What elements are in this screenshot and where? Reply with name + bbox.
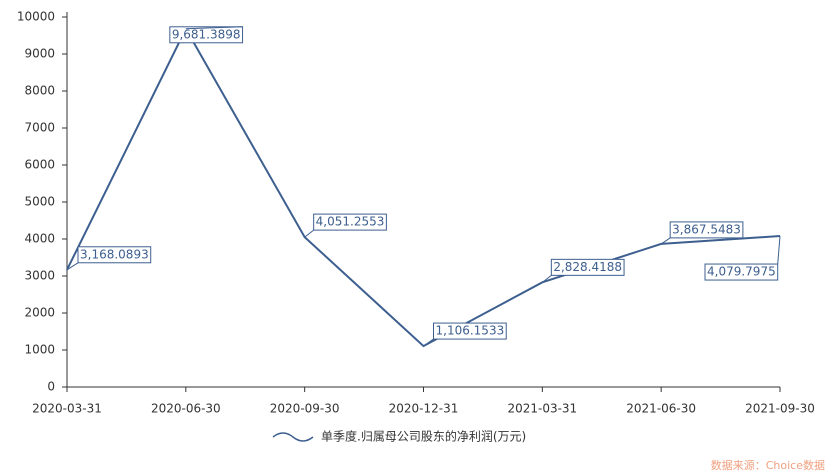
y-tick-label: 5000 (24, 195, 55, 209)
legend-icon (272, 432, 314, 442)
value-label-box (704, 263, 779, 281)
value-label: 4,079.7975 (707, 265, 776, 279)
value-label: 2,828.4188 (553, 260, 622, 274)
x-tick-label: 2020-09-30 (270, 402, 340, 416)
value-label-box (77, 246, 152, 264)
y-tick-label: 9000 (24, 47, 55, 61)
x-tick-label: 2021-03-31 (507, 402, 577, 416)
y-tick-label: 2000 (24, 306, 55, 320)
line (66, 26, 781, 348)
callout (66, 262, 79, 271)
callout (304, 229, 314, 238)
callout (542, 274, 552, 283)
y-tick-label: 8000 (24, 84, 55, 98)
y-tick-label: 0 (47, 380, 55, 394)
value-label-box (550, 258, 625, 276)
value-label-box (669, 221, 744, 239)
y-tick-label: 6000 (24, 158, 55, 172)
value-label: 4,051.2553 (316, 215, 385, 229)
callout (777, 236, 781, 265)
x-tick-label: 2020-12-31 (389, 402, 459, 416)
value-label: 9,681.3898 (172, 27, 241, 41)
value-label-box (433, 322, 507, 340)
callout (185, 26, 243, 30)
value-label: 1,106.1533 (436, 324, 505, 338)
legend-label: 单季度.归属母公司股东的净利润(万元) (321, 429, 526, 444)
y-tick-label: 10000 (17, 10, 55, 24)
value-label: 3,867.5483 (672, 222, 741, 236)
y-tick-label: 7000 (24, 121, 55, 135)
x-tick-label: 2020-06-30 (151, 402, 221, 416)
callout (660, 237, 671, 245)
value-label-box (313, 213, 387, 231)
y-tick-label: 1000 (24, 343, 55, 357)
value-label-box (169, 26, 244, 44)
source: 数据来源：Choice数据 (711, 458, 825, 472)
x-tick-label: 2021-09-30 (745, 402, 815, 416)
callout (423, 338, 434, 347)
value-label: 3,168.0893 (80, 247, 149, 261)
y-tick-label: 4000 (24, 232, 55, 246)
x-tick-label: 2021-06-30 (626, 402, 696, 416)
x-tick-label: 2020-03-31 (32, 402, 102, 416)
y-tick-label: 3000 (24, 269, 55, 283)
